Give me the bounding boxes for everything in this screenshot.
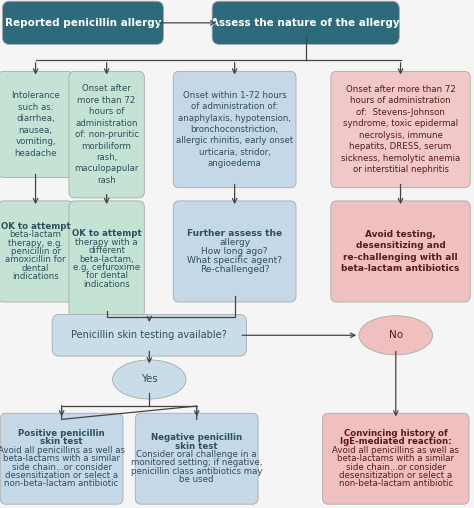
Text: skin test: skin test xyxy=(175,441,218,451)
Text: amoxicillin for: amoxicillin for xyxy=(5,256,66,264)
FancyBboxPatch shape xyxy=(69,72,144,198)
Text: allergy: allergy xyxy=(219,238,250,247)
Text: Avoid all penicillins as well as: Avoid all penicillins as well as xyxy=(332,446,459,455)
Text: Consider oral challenge in a: Consider oral challenge in a xyxy=(137,450,257,459)
FancyBboxPatch shape xyxy=(0,201,73,302)
FancyBboxPatch shape xyxy=(0,72,73,178)
Text: beta-lactams with a similar: beta-lactams with a similar xyxy=(337,454,454,463)
Text: be used: be used xyxy=(180,475,214,484)
Text: therapy with a: therapy with a xyxy=(75,238,138,247)
FancyBboxPatch shape xyxy=(69,201,144,317)
Text: Further assess the: Further assess the xyxy=(187,230,282,238)
Text: skin test: skin test xyxy=(40,437,83,447)
Text: desensitization or select a: desensitization or select a xyxy=(339,471,452,480)
FancyBboxPatch shape xyxy=(331,201,470,302)
Text: Onset after
more than 72
hours of
administration
of: non-pruritic
morbiliform
ra: Onset after more than 72 hours of admini… xyxy=(74,84,139,185)
Text: OK to attempt: OK to attempt xyxy=(0,222,71,231)
Text: Onset after more than 72
hours of administration
of:  Stevens-Johnson
syndrome, : Onset after more than 72 hours of admini… xyxy=(341,85,460,174)
FancyBboxPatch shape xyxy=(322,414,469,504)
Text: Penicillin skin testing available?: Penicillin skin testing available? xyxy=(72,330,227,340)
Text: different: different xyxy=(88,246,125,255)
Text: OK to attempt: OK to attempt xyxy=(72,230,142,238)
Text: How long ago?: How long ago? xyxy=(201,247,268,256)
Text: beta-lactams with a similar: beta-lactams with a similar xyxy=(3,454,120,463)
FancyBboxPatch shape xyxy=(136,414,258,504)
Text: non-beta-lactam antibiotic: non-beta-lactam antibiotic xyxy=(4,480,119,488)
Text: Assess the nature of the allergy: Assess the nature of the allergy xyxy=(211,18,400,28)
Text: beta-lactam,: beta-lactam, xyxy=(79,255,134,264)
Text: indications: indications xyxy=(12,272,59,281)
Text: side chain...or consider: side chain...or consider xyxy=(346,463,446,471)
Text: non-beta-lactam antibiotic: non-beta-lactam antibiotic xyxy=(338,480,453,488)
Text: for dental: for dental xyxy=(86,271,128,280)
FancyBboxPatch shape xyxy=(52,314,246,356)
Text: Avoid all penicillins as well as: Avoid all penicillins as well as xyxy=(0,446,125,455)
FancyBboxPatch shape xyxy=(331,72,470,188)
FancyBboxPatch shape xyxy=(173,201,296,302)
Text: side chain...or consider: side chain...or consider xyxy=(12,463,111,471)
Text: dental: dental xyxy=(22,264,49,273)
Text: indications: indications xyxy=(83,280,130,289)
FancyBboxPatch shape xyxy=(173,72,296,188)
Text: Reported penicillin allergy: Reported penicillin allergy xyxy=(5,18,161,28)
FancyBboxPatch shape xyxy=(2,2,164,45)
Text: e.g. cefuroxime: e.g. cefuroxime xyxy=(73,263,140,272)
Text: monitored setting; if negative,: monitored setting; if negative, xyxy=(131,458,263,467)
Text: penicillin class antibiotics may: penicillin class antibiotics may xyxy=(131,467,263,476)
Text: Re-challenged?: Re-challenged? xyxy=(200,265,269,273)
Text: What specific agent?: What specific agent? xyxy=(187,256,282,265)
Ellipse shape xyxy=(112,360,186,399)
Text: Intolerance
such as:
diarrhea,
nausea,
vomiting,
headache: Intolerance such as: diarrhea, nausea, v… xyxy=(11,91,60,157)
Text: penicillin or: penicillin or xyxy=(10,247,61,256)
Text: IgE-mediated reaction:: IgE-mediated reaction: xyxy=(340,437,452,447)
FancyBboxPatch shape xyxy=(212,2,399,45)
Ellipse shape xyxy=(359,315,432,355)
Text: Convincing history of: Convincing history of xyxy=(344,429,447,438)
FancyBboxPatch shape xyxy=(0,414,123,504)
Text: Avoid testing,
desensitizing and
re-challenging with all
beta-lactam antibiotics: Avoid testing, desensitizing and re-chal… xyxy=(341,230,460,273)
Text: No: No xyxy=(389,330,403,340)
Text: beta-lactam: beta-lactam xyxy=(9,230,62,239)
Text: Negative penicillin: Negative penicillin xyxy=(151,433,242,442)
Text: Positive penicillin: Positive penicillin xyxy=(18,429,105,438)
Text: desensitization or select a: desensitization or select a xyxy=(5,471,118,480)
Text: Yes: Yes xyxy=(141,374,158,385)
Text: Onset within 1-72 hours
of administration of:
anaphylaxis, hypotension,
bronchoc: Onset within 1-72 hours of administratio… xyxy=(176,91,293,168)
Text: therapy, e.g.: therapy, e.g. xyxy=(8,239,63,247)
